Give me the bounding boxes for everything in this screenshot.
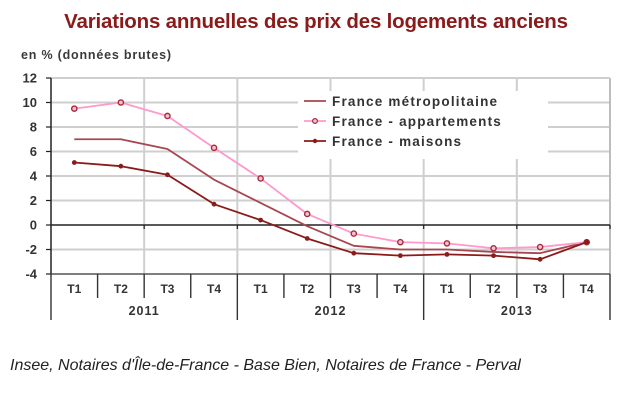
y-tick-label: 2: [30, 193, 37, 208]
data-point: [165, 172, 170, 178]
x-tick-label: T1: [67, 282, 81, 296]
data-point: [70, 105, 78, 112]
line-chart: 12 10 8 6 4 2 0 -2 -4 T1 T2 T3 T4 T1 T2 T3 T4 T1 T2 T3 T4 20…: [23, 71, 611, 320]
legend-marker: [312, 117, 319, 124]
chart-title: Variations annuelles des prix des logeme…: [64, 10, 568, 33]
series-2: [71, 160, 590, 262]
data-point: [117, 99, 125, 106]
x-tick-labels: T1 T2 T3 T4 T1 T2 T3 T4 T1 T2 T3 T4 2011 2012 2013: [50, 274, 611, 320]
data-point: [536, 243, 544, 251]
series-line: [74, 101, 587, 250]
legend-label: France - maisons: [332, 134, 462, 149]
series-group: [70, 99, 591, 262]
data-point: [118, 163, 124, 169]
x-tick-label: T4: [580, 282, 594, 296]
data-point: [490, 244, 497, 252]
x-tick-label: T2: [114, 282, 128, 296]
y-tick-label: -4: [25, 267, 37, 282]
y-tick-labels: 12 10 8 6 4 2 0 -2 -4: [23, 71, 38, 282]
legend: France métropolitaine France - appartemen…: [298, 91, 548, 159]
y-tick-label: 0: [30, 218, 37, 233]
x-group-label: 2013: [501, 304, 533, 318]
data-point: [537, 256, 543, 262]
y-tick-label: 6: [30, 144, 37, 159]
legend-label: France métropolitaine: [332, 94, 498, 109]
unit-label: en % (données brutes): [21, 48, 172, 62]
series-0: [74, 138, 587, 255]
data-point: [257, 175, 264, 182]
data-point: [444, 252, 450, 257]
x-tick-label: T1: [440, 282, 454, 296]
y-tick-label: 12: [23, 71, 37, 86]
x-tick-label: T3: [347, 282, 361, 296]
x-tick-label: T2: [487, 282, 501, 296]
legend-label: France - appartements: [332, 114, 502, 129]
data-point: [350, 230, 358, 237]
y-tick-label: -2: [25, 242, 37, 257]
data-point: [71, 160, 77, 165]
data-point: [304, 236, 310, 241]
series-line: [74, 161, 588, 261]
x-tick-label: T4: [393, 282, 407, 296]
y-tick-label: 10: [23, 95, 37, 110]
data-point: [211, 201, 217, 207]
data-point: [210, 144, 218, 152]
x-tick-label: T3: [160, 282, 174, 296]
data-point: [491, 253, 496, 259]
source-note: Insee, Notaires d'Île-de-France - Base B…: [10, 357, 521, 374]
y-tick-label: 8: [30, 120, 37, 135]
data-point: [351, 250, 357, 256]
data-point: [303, 210, 311, 218]
data-point: [397, 253, 403, 259]
data-point: [584, 239, 590, 245]
data-point: [397, 238, 404, 246]
x-tick-label: T1: [254, 282, 268, 296]
data-point: [443, 240, 451, 247]
data-point: [164, 112, 171, 120]
x-tick-label: T4: [207, 282, 221, 296]
series-line: [74, 138, 587, 255]
legend-background: [298, 91, 548, 159]
data-point: [258, 217, 264, 223]
x-tick-label: T2: [300, 282, 314, 296]
x-group-label: 2012: [315, 304, 347, 318]
x-tick-label: T3: [533, 282, 547, 296]
x-group-label: 2011: [129, 304, 160, 318]
y-tick-label: 4: [30, 169, 38, 184]
legend-marker: [312, 138, 318, 144]
